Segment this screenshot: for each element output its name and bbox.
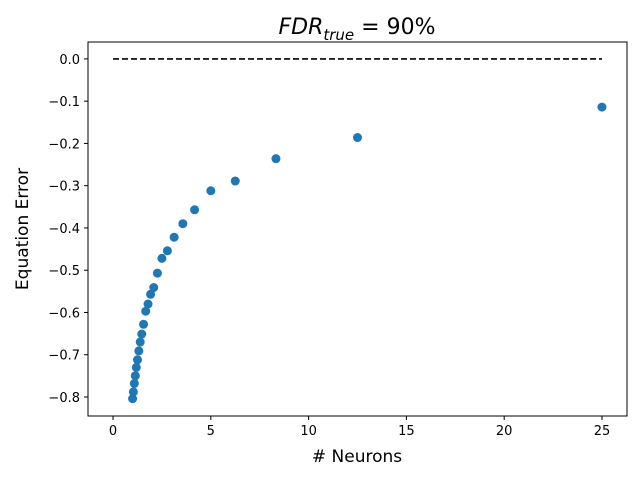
point	[128, 394, 138, 404]
point	[206, 186, 216, 196]
y-tick-label: −0.8	[48, 391, 80, 406]
point	[597, 102, 607, 112]
y-tick-label: −0.6	[48, 306, 80, 321]
point	[162, 246, 172, 256]
point	[169, 232, 179, 242]
point	[141, 306, 151, 316]
x-tick-label: 10	[300, 424, 317, 439]
x-tick-label: 0	[109, 424, 117, 439]
plot-frame	[87, 41, 628, 417]
point	[137, 329, 147, 339]
y-tick-label: −0.1	[48, 95, 80, 110]
point	[178, 219, 188, 229]
point	[271, 154, 281, 164]
point	[190, 205, 200, 215]
point	[353, 133, 362, 143]
x-tick-label: 15	[398, 424, 415, 439]
point	[128, 387, 138, 397]
y-tick-label: −0.7	[48, 349, 80, 364]
point	[230, 176, 240, 186]
point	[130, 371, 140, 381]
x-axis-label: # Neurons	[312, 447, 402, 467]
y-tick-label: −0.4	[48, 222, 80, 237]
point	[152, 268, 162, 278]
y-tick-label: −0.2	[48, 137, 80, 152]
point	[146, 289, 156, 299]
point	[149, 283, 159, 293]
y-tick-label: −0.3	[48, 180, 80, 195]
chart-title: FDRtrue = 90%	[278, 15, 435, 44]
point	[157, 253, 167, 263]
point	[131, 362, 141, 372]
title-subscript: true	[323, 26, 354, 44]
y-tick-label: 0.0	[59, 53, 80, 68]
y-tick-label: −0.5	[48, 264, 80, 279]
point	[139, 319, 149, 329]
x-tick-label: 25	[594, 424, 611, 439]
point	[134, 346, 144, 356]
title-rest: = 90%	[354, 15, 435, 40]
x-tick-label: 20	[496, 424, 513, 439]
title-base: FDR	[278, 15, 323, 40]
point	[135, 337, 145, 347]
point	[143, 299, 153, 309]
x-tick-label: 5	[207, 424, 215, 439]
point	[132, 355, 142, 365]
point	[129, 378, 139, 388]
y-axis-label: Equation Error	[13, 168, 33, 290]
